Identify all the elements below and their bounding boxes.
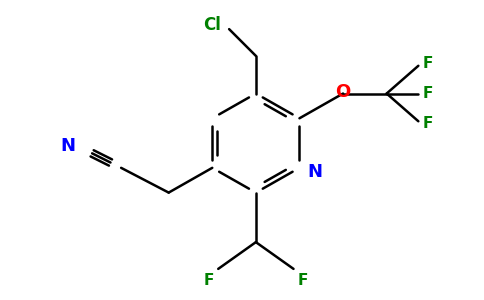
Text: F: F	[204, 273, 214, 288]
Text: Cl: Cl	[203, 16, 221, 34]
Text: F: F	[423, 116, 433, 131]
Text: F: F	[298, 273, 308, 288]
Text: N: N	[60, 137, 76, 155]
Text: F: F	[423, 56, 433, 71]
Text: N: N	[307, 163, 322, 181]
Text: F: F	[423, 86, 433, 101]
Text: O: O	[335, 82, 351, 100]
